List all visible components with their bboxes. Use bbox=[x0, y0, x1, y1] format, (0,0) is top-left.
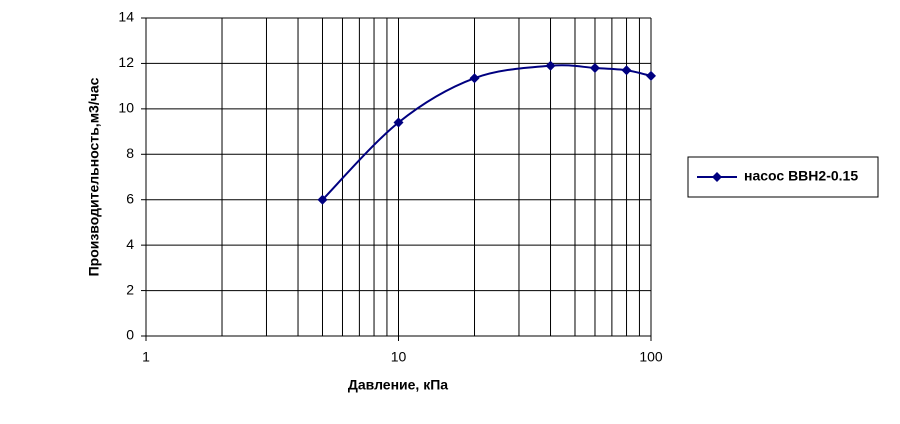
x-axis-label: Давление, кПа bbox=[348, 377, 448, 393]
series-line bbox=[321, 64, 652, 201]
data-point bbox=[545, 60, 556, 71]
y-tick-label: 4 bbox=[126, 236, 134, 252]
x-tick-label: 10 bbox=[391, 349, 407, 365]
data-point bbox=[317, 194, 328, 205]
y-tick-label: 8 bbox=[126, 145, 134, 161]
data-point bbox=[646, 70, 656, 81]
legend-marker bbox=[712, 172, 722, 182]
legend-label: насос ВВН2-0.15 bbox=[744, 168, 858, 184]
data-point bbox=[393, 117, 404, 128]
data-point bbox=[621, 65, 632, 76]
y-tick-label: 0 bbox=[126, 327, 134, 343]
y-tick-label: 10 bbox=[118, 100, 134, 116]
data-point bbox=[469, 73, 480, 84]
y-axis-label: Производительность,м3/час bbox=[86, 77, 102, 276]
x-tick-label: 1 bbox=[142, 349, 150, 365]
y-tick-label: 14 bbox=[118, 9, 134, 25]
x-tick-label: 100 bbox=[639, 349, 663, 365]
y-tick-label: 2 bbox=[126, 281, 134, 297]
y-tick-label: 6 bbox=[126, 190, 134, 206]
data-point bbox=[589, 62, 600, 73]
y-tick-label: 12 bbox=[118, 54, 134, 70]
